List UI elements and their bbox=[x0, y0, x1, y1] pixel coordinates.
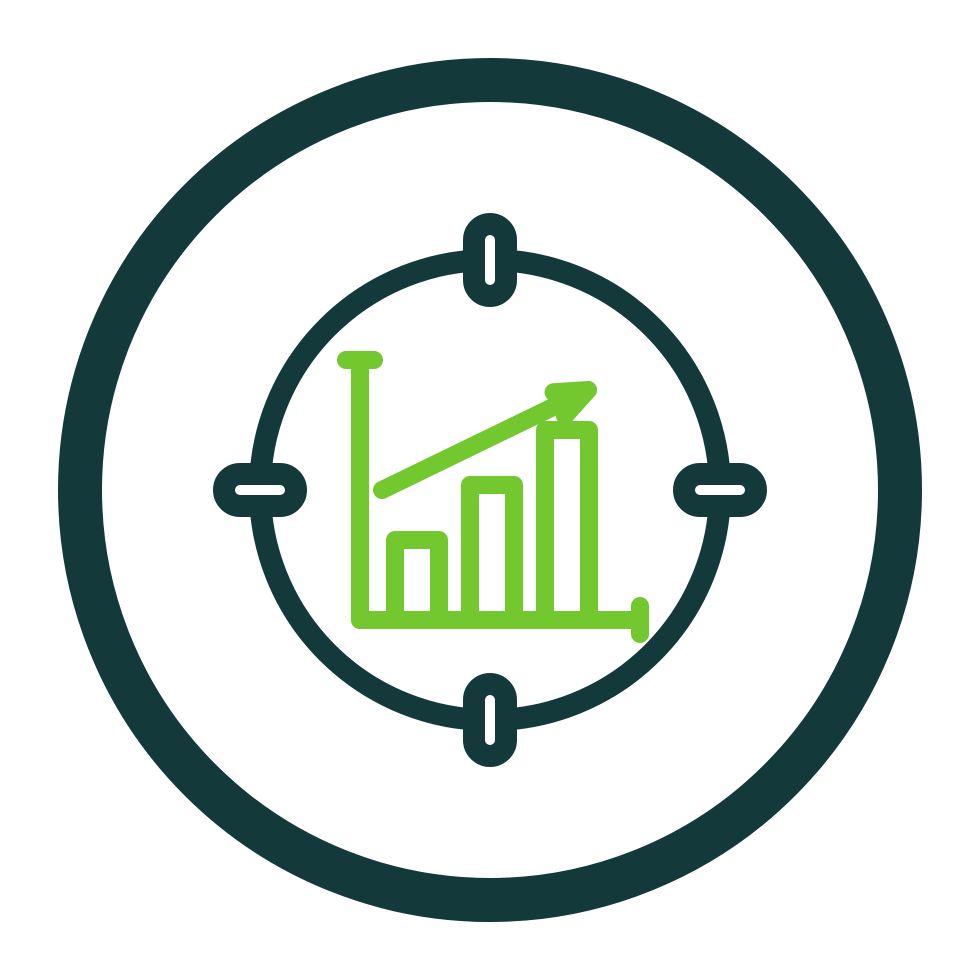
target-growth-icon bbox=[0, 0, 980, 980]
